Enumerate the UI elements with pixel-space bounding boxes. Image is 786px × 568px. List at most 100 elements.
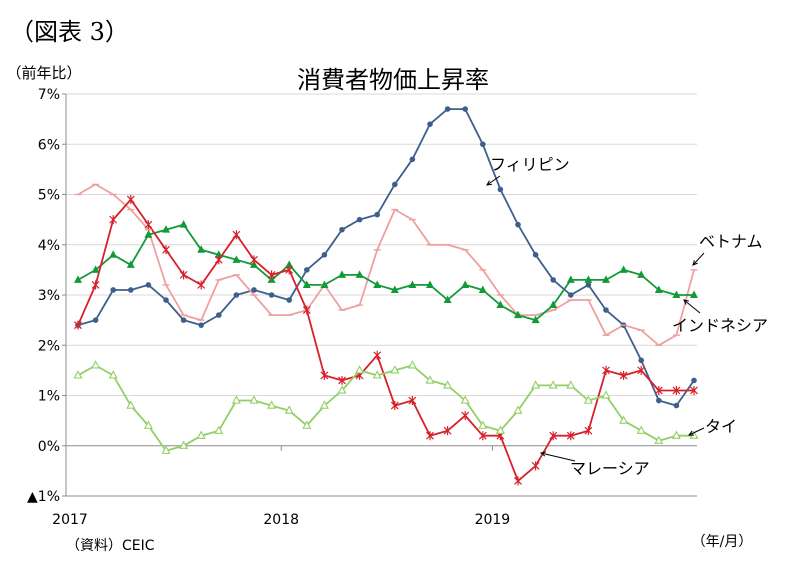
point-indonesia: [496, 300, 505, 309]
point-malaysia: [566, 431, 575, 441]
point-malaysia: [302, 305, 311, 315]
point-philippines: [585, 282, 592, 288]
point-malaysia: [602, 365, 610, 375]
point-philippines: [163, 297, 169, 303]
point-thailand: [443, 380, 453, 389]
point-philippines: [532, 252, 539, 258]
point-indonesia: [144, 230, 153, 238]
point-thailand: [267, 400, 277, 409]
point-indonesia: [514, 310, 522, 319]
point-philippines: [392, 181, 398, 188]
point-malaysia: [426, 431, 434, 441]
point-malaysia: [390, 401, 399, 411]
point-thailand: [671, 430, 681, 439]
y-tick-label: 7%: [38, 87, 60, 103]
point-philippines: [409, 156, 416, 163]
point-thailand: [249, 395, 259, 404]
point-thailand: [425, 375, 435, 384]
point-indonesia: [302, 280, 311, 288]
x-year-label: 2019: [475, 512, 511, 528]
point-malaysia: [179, 270, 188, 280]
point-philippines: [427, 121, 433, 127]
point-thailand: [337, 385, 347, 394]
point-thailand: [73, 370, 83, 379]
x-unit-label: （年/月）: [692, 534, 753, 550]
y-tick-label: 4%: [38, 238, 60, 254]
x-year-label: 2017: [52, 512, 88, 528]
point-thailand: [513, 405, 523, 414]
point-indonesia: [373, 280, 382, 288]
point-thailand: [372, 370, 382, 379]
point-indonesia: [566, 275, 575, 283]
point-malaysia: [320, 370, 329, 380]
point-malaysia: [373, 350, 382, 360]
point-thailand: [531, 380, 541, 389]
label-arrow-malaysia: [540, 452, 576, 462]
point-thailand: [636, 425, 646, 434]
point-philippines: [128, 287, 134, 293]
point-philippines: [92, 317, 99, 323]
point-thailand: [302, 420, 312, 429]
point-indonesia: [584, 275, 593, 283]
chart-title: 消費者物価上昇率: [297, 66, 489, 94]
point-thailand: [460, 395, 470, 404]
point-indonesia: [461, 280, 470, 288]
point-thailand: [284, 405, 294, 414]
point-malaysia: [126, 195, 135, 205]
point-thailand: [407, 360, 417, 369]
point-indonesia: [408, 280, 417, 288]
point-philippines: [304, 267, 310, 273]
point-thailand: [196, 430, 206, 439]
point-thailand: [583, 395, 593, 404]
point-philippines: [110, 287, 116, 293]
point-indonesia: [355, 270, 364, 278]
point-philippines: [480, 141, 486, 148]
point-malaysia: [514, 476, 522, 486]
point-philippines: [497, 186, 504, 193]
label-arrowhead-thailand: [687, 430, 695, 436]
point-philippines: [233, 292, 240, 298]
point-philippines: [550, 277, 556, 283]
point-philippines: [568, 292, 574, 298]
point-malaysia: [461, 411, 470, 421]
point-malaysia: [443, 426, 452, 436]
label-arrowhead-indonesia: [683, 299, 689, 305]
label-arrow-indonesia: [683, 299, 701, 314]
point-indonesia: [285, 260, 294, 268]
label-arrow-vietnam: [692, 252, 705, 266]
series-line-malaysia: [77, 198, 694, 482]
point-malaysia: [584, 426, 593, 436]
source-note: （資料）CEIC: [66, 538, 155, 554]
y-tick-label: 2%: [38, 338, 60, 354]
point-philippines: [462, 106, 469, 112]
point-indonesia: [91, 265, 100, 273]
point-thailand: [355, 365, 365, 374]
series-line-philippines: [77, 108, 695, 407]
x-year-label: 2018: [263, 512, 299, 528]
point-indonesia: [443, 295, 452, 304]
series-line-indonesia: [77, 223, 694, 322]
label-arrowhead-malaysia: [539, 451, 546, 457]
point-malaysia: [214, 255, 223, 265]
point-indonesia: [338, 270, 346, 278]
point-malaysia: [338, 375, 346, 385]
point-philippines: [638, 357, 644, 364]
point-philippines: [251, 287, 257, 293]
point-malaysia: [267, 270, 276, 280]
axes: 7% 6% 5% 4% 3% 2% 1% 0% ▲1% 2017 2018 2019: [27, 87, 697, 528]
point-indonesia: [214, 250, 223, 258]
label-arrow-philippines: [486, 175, 501, 186]
label-arrow-thailand: [688, 427, 705, 436]
point-philippines: [180, 317, 187, 323]
point-malaysia: [654, 385, 663, 395]
y-tick-label: 0%: [38, 439, 60, 455]
y-unit-label: （前年比）: [6, 64, 81, 82]
point-thailand: [495, 425, 505, 434]
point-philippines: [603, 307, 609, 313]
point-indonesia: [179, 220, 188, 228]
y-tick-label: 5%: [38, 188, 60, 204]
point-philippines: [198, 322, 204, 328]
point-thailand: [319, 400, 329, 409]
point-indonesia: [126, 260, 135, 268]
point-thailand: [179, 440, 189, 449]
